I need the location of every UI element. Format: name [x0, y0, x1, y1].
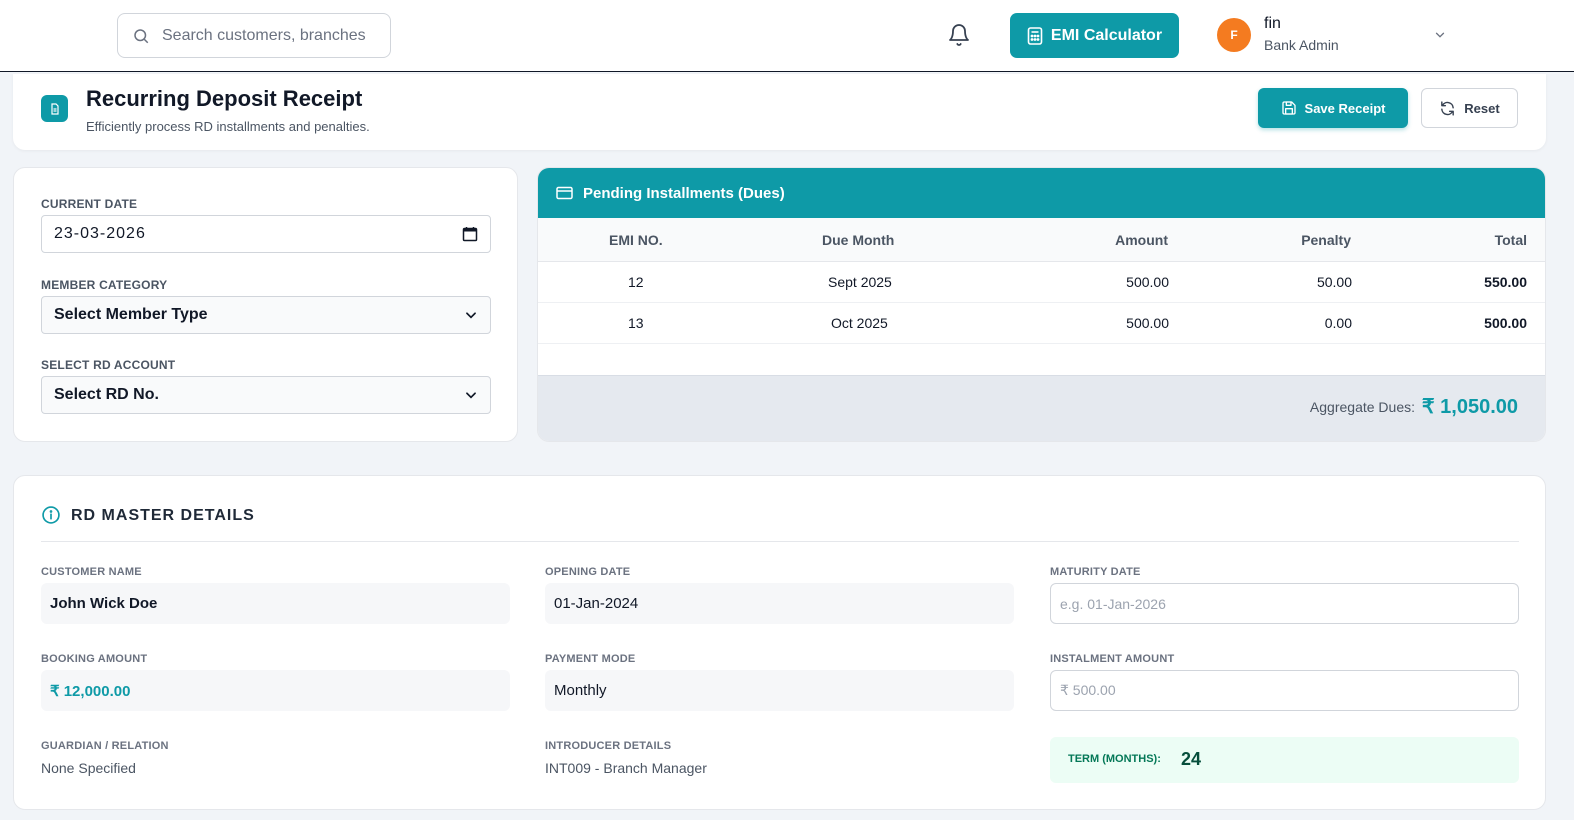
section-title: RD MASTER DETAILS — [71, 507, 255, 524]
guardian-value: None Specified — [41, 760, 136, 776]
save-icon — [1281, 100, 1297, 116]
page-header: Recurring Deposit Receipt Efficiently pr… — [13, 74, 1546, 150]
divider — [41, 541, 1519, 542]
penalty-cell: 50.00 — [1316, 274, 1352, 290]
member-category-value: Select Member Type — [54, 306, 208, 323]
search-box[interactable] — [117, 13, 391, 58]
page-subtitle: Efficiently process RD installments and … — [86, 119, 370, 134]
term-label: TERM (MONTHS): — [1068, 753, 1161, 765]
total-cell: 500.00 — [1484, 315, 1527, 331]
receipt-form: CURRENT DATE 23-03-2026 MEMBER CATEGORY … — [13, 167, 518, 442]
dues-footer: Aggregate Dues: ₹ 1,050.00 — [538, 375, 1545, 441]
dues-title: Pending Installments (Dues) — [583, 184, 785, 202]
booking-amount-label: BOOKING AMOUNT — [41, 653, 148, 665]
top-bar: EMI Calculator F fin Bank Admin — [0, 0, 1574, 72]
instalment-amount-input[interactable]: ₹ 500.00 — [1050, 670, 1519, 711]
aggregate-dues-label: Aggregate Dues: — [1309, 399, 1415, 415]
rd-account-select[interactable]: Select RD No. — [41, 376, 491, 414]
maturity-date-label: MATURITY DATE — [1050, 566, 1141, 578]
opening-date-field: 01-Jan-2024 — [545, 583, 1014, 624]
reset-button[interactable]: Reset — [1421, 88, 1518, 128]
chevron-down-icon — [464, 388, 478, 402]
due-month-cell: Oct 2025 — [831, 315, 888, 331]
emi-no-cell: 13 — [628, 315, 644, 331]
opening-date-label: OPENING DATE — [545, 566, 631, 578]
info-icon — [41, 505, 61, 525]
search-icon — [132, 27, 150, 45]
guardian-label: GUARDIAN / RELATION — [41, 740, 169, 752]
rd-account-label: SELECT RD ACCOUNT — [41, 358, 176, 372]
dues-table-header: EMI NO. Due Month Amount Penalty Total — [538, 218, 1545, 262]
col-amount: Amount — [1115, 232, 1168, 248]
document-icon — [41, 95, 68, 122]
rd-account-value: Select RD No. — [54, 386, 159, 403]
calculator-icon — [1027, 26, 1043, 45]
introducer-label: INTRODUCER DETAILS — [545, 740, 672, 752]
calendar-icon[interactable] — [462, 226, 478, 242]
amount-cell: 500.00 — [1126, 274, 1169, 290]
total-cell: 550.00 — [1484, 274, 1527, 290]
save-receipt-label: Save Receipt — [1304, 100, 1386, 116]
col-emi-no: EMI NO. — [609, 232, 663, 248]
table-row[interactable]: 12 Sept 2025 500.00 50.00 550.00 — [538, 262, 1545, 303]
current-date-field[interactable]: 23-03-2026 — [41, 215, 491, 253]
payment-mode-field: Monthly — [545, 670, 1014, 711]
introducer-value: INT009 - Branch Manager — [545, 760, 707, 776]
save-receipt-button[interactable]: Save Receipt — [1258, 88, 1408, 128]
dues-header: Pending Installments (Dues) — [538, 168, 1545, 218]
user-role: Bank Admin — [1264, 37, 1339, 53]
current-date-label: CURRENT DATE — [41, 197, 138, 211]
pending-installments-panel: Pending Installments (Dues) EMI NO. Due … — [537, 167, 1546, 442]
credit-card-icon — [556, 186, 573, 200]
chevron-down-icon[interactable] — [1433, 28, 1447, 42]
booking-amount-field: ₹ 12,000.00 — [41, 670, 510, 711]
customer-name-label: CUSTOMER NAME — [41, 566, 142, 578]
col-penalty: Penalty — [1301, 232, 1351, 248]
member-category-label: MEMBER CATEGORY — [41, 278, 168, 292]
emi-calculator-button[interactable]: EMI Calculator — [1010, 13, 1179, 58]
term-badge: TERM (MONTHS): 24 — [1050, 737, 1519, 783]
reset-label: Reset — [1464, 100, 1500, 116]
term-value: 24 — [1181, 749, 1202, 769]
member-category-select[interactable]: Select Member Type — [41, 296, 491, 334]
col-due-month: Due Month — [822, 232, 895, 248]
emi-no-cell: 12 — [628, 274, 644, 290]
maturity-date-input[interactable]: e.g. 01-Jan-2026 — [1050, 583, 1519, 624]
avatar[interactable]: F — [1217, 18, 1251, 52]
rd-master-details: RD MASTER DETAILS CUSTOMER NAME John Wic… — [13, 475, 1546, 810]
chevron-down-icon — [464, 308, 478, 322]
search-input[interactable] — [162, 26, 367, 45]
aggregate-dues-value: ₹ 1,050.00 — [1421, 396, 1518, 418]
due-month-cell: Sept 2025 — [828, 274, 892, 290]
table-row[interactable]: 13 Oct 2025 500.00 0.00 500.00 — [538, 303, 1545, 344]
page-title: Recurring Deposit Receipt — [86, 86, 363, 111]
penalty-cell: 0.00 — [1324, 315, 1352, 331]
refresh-icon — [1439, 100, 1456, 117]
payment-mode-label: PAYMENT MODE — [545, 653, 636, 665]
col-total: Total — [1494, 232, 1527, 248]
amount-cell: 500.00 — [1126, 315, 1169, 331]
emi-calculator-label: EMI Calculator — [1050, 26, 1163, 44]
current-date-value: 23-03-2026 — [54, 225, 146, 242]
bell-icon[interactable] — [947, 23, 971, 47]
instalment-amount-label: INSTALMENT AMOUNT — [1050, 653, 1175, 665]
user-name: fin — [1264, 15, 1281, 32]
customer-name-field: John Wick Doe — [41, 583, 510, 624]
